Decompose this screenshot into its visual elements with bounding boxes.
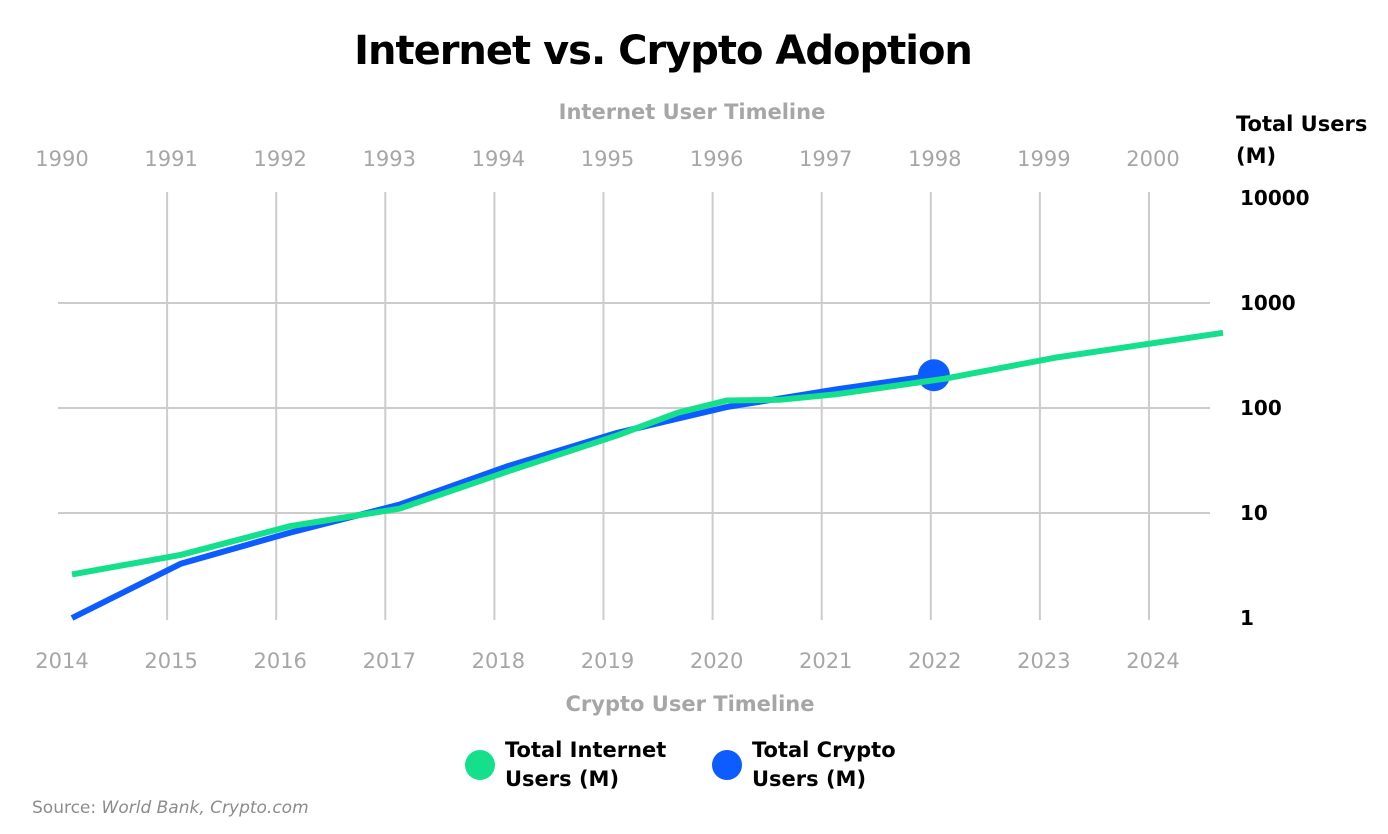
top-tick-label: 1993 xyxy=(363,147,416,171)
source-note: Source: World Bank, Crypto.com xyxy=(32,798,309,818)
bottom-axis-title: Crypto User Timeline xyxy=(565,692,815,716)
top-axis-title: Internet User Timeline xyxy=(558,100,826,124)
bottom-tick-label: 2015 xyxy=(144,649,197,673)
top-tick-label: 1999 xyxy=(1017,147,1070,171)
top-tick-label: 1990 xyxy=(35,147,88,171)
top-tick-label: 1994 xyxy=(472,147,525,171)
top-tick-label: 1997 xyxy=(799,147,852,171)
top-tick-label: 1991 xyxy=(144,147,197,171)
y-axis-title: Total Users (M) xyxy=(1236,112,1368,168)
bottom-tick-label: 2019 xyxy=(581,649,634,673)
crypto-legend-marker xyxy=(712,750,742,780)
internet-legend-marker xyxy=(465,750,495,780)
chart-title: Internet vs. Crypto Adoption xyxy=(354,28,973,74)
bottom-tick-label: 2022 xyxy=(908,649,961,673)
bottom-tick-label: 2024 xyxy=(1126,649,1179,673)
y-tick-label: 10000 xyxy=(1240,186,1310,210)
source-prefix: Source: xyxy=(32,798,102,818)
bottom-tick-label: 2018 xyxy=(472,649,525,673)
bottom-tick-label: 2021 xyxy=(799,649,852,673)
bottom-tick-label: 2020 xyxy=(690,649,743,673)
source-text: World Bank, Crypto.com xyxy=(101,798,309,818)
y-tick-label: 1000 xyxy=(1240,291,1296,315)
crypto-latest-point xyxy=(917,359,950,392)
top-tick-label: 1998 xyxy=(908,147,961,171)
y-tick-label: 100 xyxy=(1240,396,1282,420)
legend-internet: Total Internet Users (M) xyxy=(465,736,666,794)
crypto-series-line xyxy=(70,372,935,621)
top-tick-label: 2000 xyxy=(1126,147,1179,171)
bottom-tick-label: 2017 xyxy=(363,649,416,673)
bottom-tick-label: 2023 xyxy=(1017,649,1070,673)
internet-series-line xyxy=(71,329,1224,578)
y-tick-label: 1 xyxy=(1240,606,1254,630)
crypto-legend-label: Total Crypto Users (M) xyxy=(752,738,896,791)
bottom-tick-label: 2016 xyxy=(253,649,306,673)
internet-legend-label: Total Internet Users (M) xyxy=(505,738,667,791)
top-tick-label: 1992 xyxy=(253,147,306,171)
legend-crypto: Total Crypto Users (M) xyxy=(712,736,896,794)
y-tick-label: 10 xyxy=(1240,501,1268,525)
top-tick-label: 1996 xyxy=(690,147,743,171)
bottom-tick-label: 2014 xyxy=(35,649,88,673)
top-tick-label: 1995 xyxy=(581,147,634,171)
